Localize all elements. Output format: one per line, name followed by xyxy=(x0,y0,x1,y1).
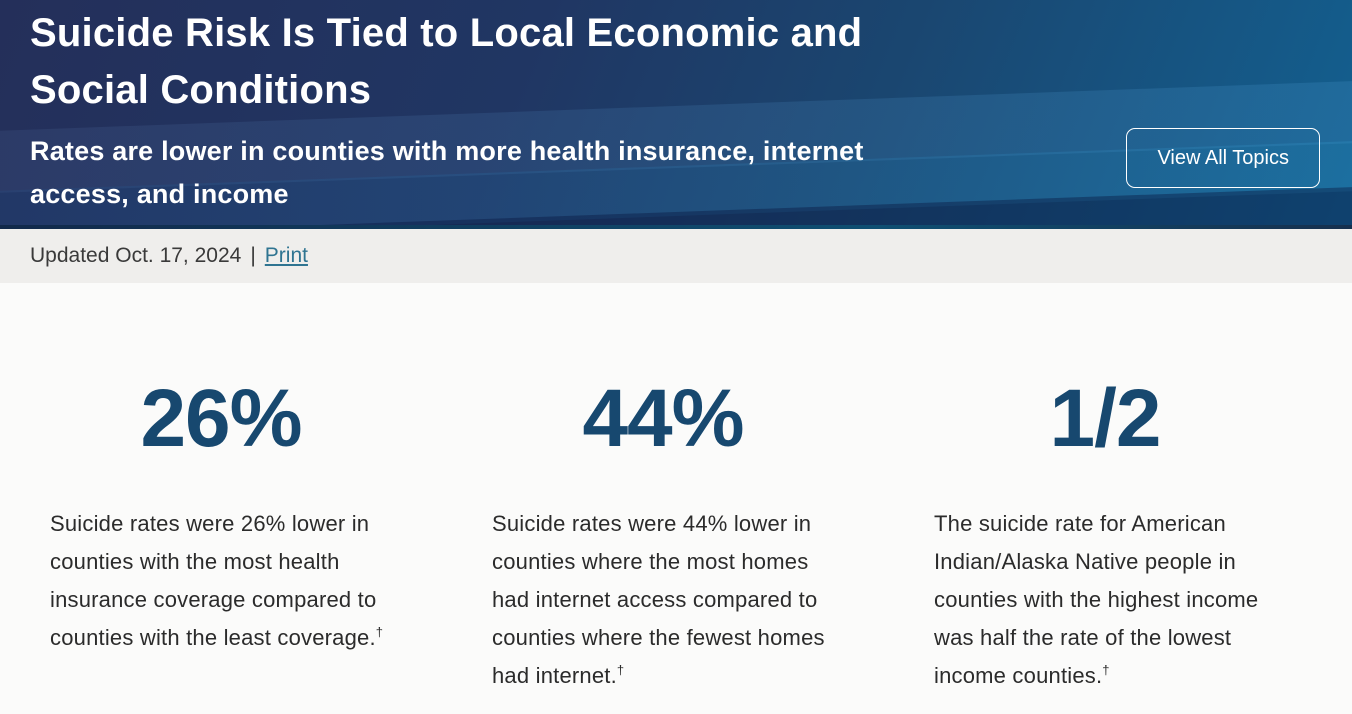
footnote-dagger: † xyxy=(375,624,384,640)
page-subtitle-line-1: Rates are lower in counties with more he… xyxy=(30,136,864,166)
stat-description: The suicide rate for American Indian/Ala… xyxy=(934,505,1276,695)
stat-description: Suicide rates were 44% lower in counties… xyxy=(492,505,834,695)
stat-value-44-percent: 44% xyxy=(582,373,744,464)
page-subtitle-line-2: access, and income xyxy=(30,179,289,209)
stat-description-text: Suicide rates were 44% lower in counties… xyxy=(492,511,825,688)
updated-date-label: Updated Oct. 17, 2024 xyxy=(30,244,242,267)
stat-description-text: The suicide rate for American Indian/Ala… xyxy=(934,511,1259,688)
stat-description: Suicide rates were 26% lower in counties… xyxy=(50,505,392,657)
stat-value-26-percent: 26% xyxy=(140,373,302,464)
banner-bottom-edge xyxy=(0,225,1352,229)
page-title-line-1: Suicide Risk Is Tied to Local Economic a… xyxy=(30,11,863,55)
banner-content: Suicide Risk Is Tied to Local Economic a… xyxy=(0,0,1352,216)
hero-banner: Suicide Risk Is Tied to Local Economic a… xyxy=(0,0,1352,225)
footnote-dagger: † xyxy=(1102,662,1110,678)
page-title-line-2: Social Conditions xyxy=(30,68,372,112)
stat-card-internet-access: 44% Suicide rates were 44% lower in coun… xyxy=(492,378,834,695)
page-title: Suicide Risk Is Tied to Local Economic a… xyxy=(30,5,1322,119)
stat-value-one-half: 1/2 xyxy=(1049,373,1162,464)
view-all-topics-button[interactable]: View All Topics xyxy=(1126,128,1320,188)
stat-description-text: Suicide rates were 26% lower in counties… xyxy=(50,511,377,650)
stat-card-income: 1/2 The suicide rate for American Indian… xyxy=(934,378,1276,695)
meta-separator: | xyxy=(250,244,256,267)
stat-card-health-insurance: 26% Suicide rates were 26% lower in coun… xyxy=(50,378,392,695)
meta-bar: Updated Oct. 17, 2024 | Print xyxy=(0,229,1352,283)
page-subtitle: Rates are lower in counties with more he… xyxy=(30,130,1322,216)
footnote-dagger: † xyxy=(616,662,625,678)
stats-section: 26% Suicide rates were 26% lower in coun… xyxy=(0,283,1352,695)
print-link[interactable]: Print xyxy=(264,244,308,267)
